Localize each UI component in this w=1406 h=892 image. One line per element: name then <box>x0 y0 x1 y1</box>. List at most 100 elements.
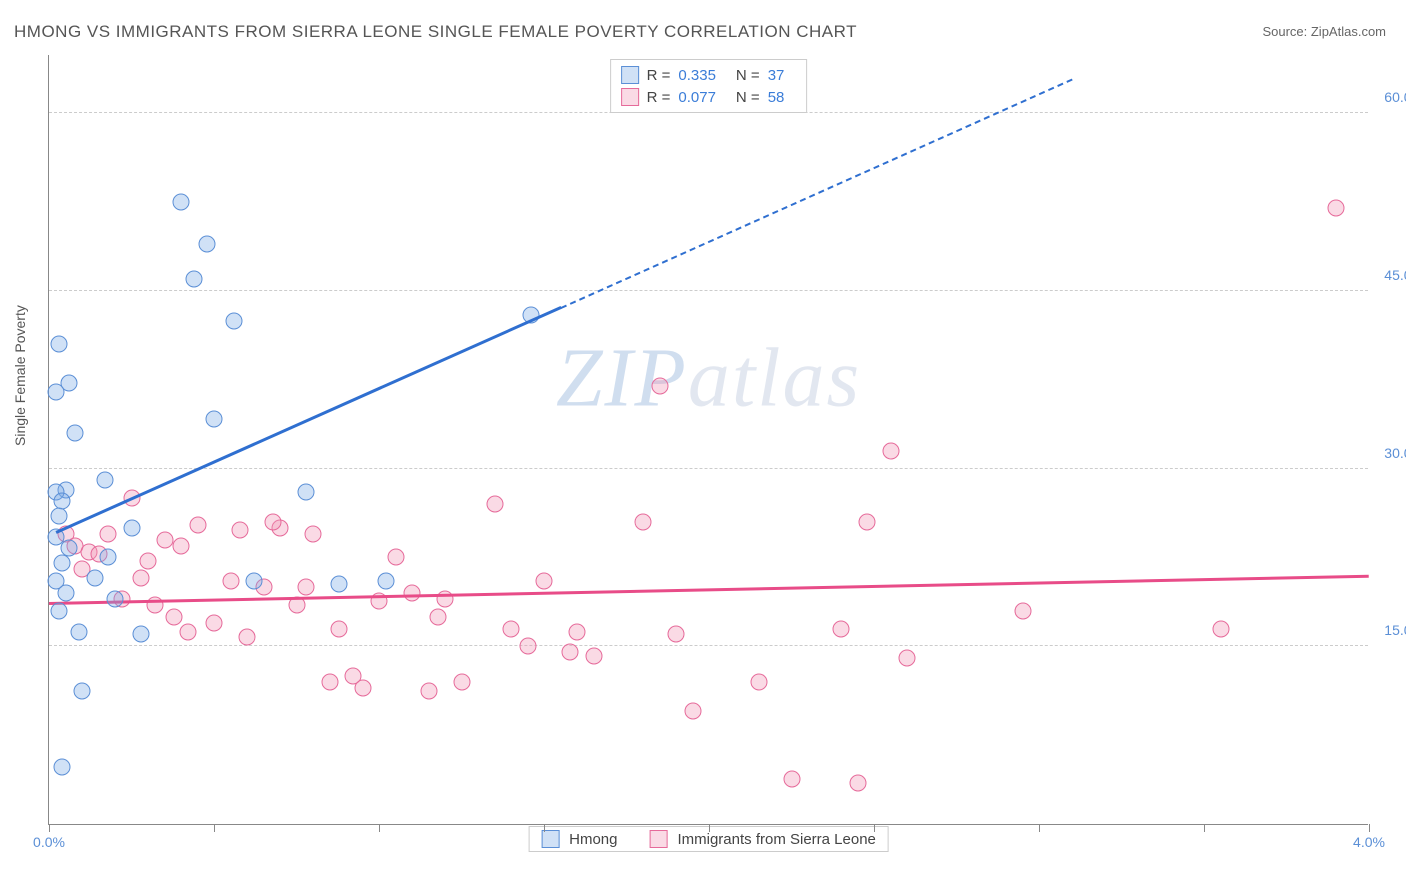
scatter-point-hmong <box>377 573 394 590</box>
scatter-point-sierra <box>453 673 470 690</box>
stat-n-label: N = <box>736 67 760 84</box>
scatter-point-sierra <box>833 620 850 637</box>
scatter-point-hmong <box>331 575 348 592</box>
scatter-point-sierra <box>783 771 800 788</box>
scatter-point-sierra <box>635 513 652 530</box>
scatter-point-sierra <box>1212 620 1229 637</box>
scatter-point-sierra <box>321 673 338 690</box>
scatter-point-sierra <box>519 638 536 655</box>
y-tick-label: 60.0% <box>1384 89 1406 105</box>
swatch-hmong <box>621 66 639 84</box>
scatter-point-sierra <box>486 496 503 513</box>
scatter-point-hmong <box>186 271 203 288</box>
scatter-point-sierra <box>239 628 256 645</box>
scatter-point-hmong <box>100 549 117 566</box>
scatter-point-hmong <box>67 425 84 442</box>
scatter-point-sierra <box>882 442 899 459</box>
scatter-point-sierra <box>133 569 150 586</box>
x-tick-label: 0.0% <box>33 834 65 850</box>
stats-legend-box: R = 0.335 N = 37 R = 0.077 N = 58 <box>610 59 808 113</box>
y-tick-label: 30.0% <box>1384 445 1406 461</box>
scatter-point-hmong <box>225 312 242 329</box>
scatter-point-hmong <box>245 573 262 590</box>
scatter-point-hmong <box>54 759 71 776</box>
scatter-point-sierra <box>899 650 916 667</box>
x-tick-label: 4.0% <box>1353 834 1385 850</box>
plot-area: ZIPatlas R = 0.335 N = 37 R = 0.077 N = … <box>48 55 1368 825</box>
scatter-point-sierra <box>140 553 157 570</box>
stat-n-hmong: 37 <box>768 67 785 84</box>
swatch-sierra-legend <box>649 830 667 848</box>
x-tick <box>49 824 50 832</box>
scatter-point-sierra <box>100 525 117 542</box>
scatter-point-hmong <box>97 472 114 489</box>
scatter-point-sierra <box>189 517 206 534</box>
scatter-point-sierra <box>750 673 767 690</box>
scatter-point-sierra <box>849 774 866 791</box>
x-tick <box>544 824 545 832</box>
x-tick <box>214 824 215 832</box>
scatter-point-hmong <box>123 519 140 536</box>
watermark-zip: ZIP <box>556 331 688 424</box>
y-tick-label: 45.0% <box>1384 267 1406 283</box>
scatter-point-sierra <box>430 608 447 625</box>
scatter-point-sierra <box>1328 200 1345 217</box>
gridline <box>49 468 1368 469</box>
gridline <box>49 290 1368 291</box>
scatter-point-sierra <box>354 679 371 696</box>
scatter-point-sierra <box>179 624 196 641</box>
stats-row-sierra: R = 0.077 N = 58 <box>621 86 797 108</box>
scatter-point-hmong <box>107 590 124 607</box>
scatter-point-sierra <box>536 573 553 590</box>
scatter-point-sierra <box>232 522 249 539</box>
swatch-hmong-legend <box>541 830 559 848</box>
stat-r-label: R = <box>647 67 671 84</box>
x-tick <box>874 824 875 832</box>
scatter-point-sierra <box>562 644 579 661</box>
watermark-atlas: atlas <box>688 331 861 424</box>
scatter-point-hmong <box>74 683 91 700</box>
legend-label-sierra: Immigrants from Sierra Leone <box>677 831 875 848</box>
scatter-point-sierra <box>404 585 421 602</box>
stats-row-hmong: R = 0.335 N = 37 <box>621 64 797 86</box>
stat-n-sierra: 58 <box>768 89 785 106</box>
stat-r-label: R = <box>647 89 671 106</box>
scatter-point-sierra <box>298 579 315 596</box>
stat-r-hmong: 0.335 <box>678 67 716 84</box>
gridline <box>49 112 1368 113</box>
scatter-point-hmong <box>206 410 223 427</box>
x-tick <box>379 824 380 832</box>
scatter-point-sierra <box>206 614 223 631</box>
scatter-point-hmong <box>199 235 216 252</box>
scatter-point-sierra <box>173 537 190 554</box>
scatter-point-sierra <box>166 608 183 625</box>
scatter-point-hmong <box>87 569 104 586</box>
scatter-point-hmong <box>54 555 71 572</box>
scatter-point-hmong <box>57 585 74 602</box>
scatter-point-sierra <box>420 683 437 700</box>
gridline <box>49 645 1368 646</box>
x-tick <box>1369 824 1370 832</box>
stat-n-label: N = <box>736 89 760 106</box>
scatter-point-hmong <box>173 194 190 211</box>
scatter-point-hmong <box>47 383 64 400</box>
source-label: Source: ZipAtlas.com <box>1262 24 1386 39</box>
x-tick <box>709 824 710 832</box>
scatter-point-sierra <box>585 647 602 664</box>
scatter-point-sierra <box>1014 602 1031 619</box>
chart-title: HMONG VS IMMIGRANTS FROM SIERRA LEONE SI… <box>14 22 857 42</box>
scatter-point-sierra <box>668 626 685 643</box>
scatter-point-hmong <box>70 624 87 641</box>
scatter-point-hmong <box>50 336 67 353</box>
legend-label-hmong: Hmong <box>569 831 617 848</box>
scatter-point-hmong <box>54 492 71 509</box>
y-axis-label: Single Female Poverty <box>12 305 28 446</box>
x-tick <box>1039 824 1040 832</box>
scatter-point-sierra <box>305 525 322 542</box>
swatch-sierra <box>621 88 639 106</box>
scatter-point-sierra <box>265 513 282 530</box>
scatter-point-sierra <box>503 620 520 637</box>
scatter-point-hmong <box>50 508 67 525</box>
scatter-point-sierra <box>684 703 701 720</box>
scatter-point-sierra <box>331 620 348 637</box>
